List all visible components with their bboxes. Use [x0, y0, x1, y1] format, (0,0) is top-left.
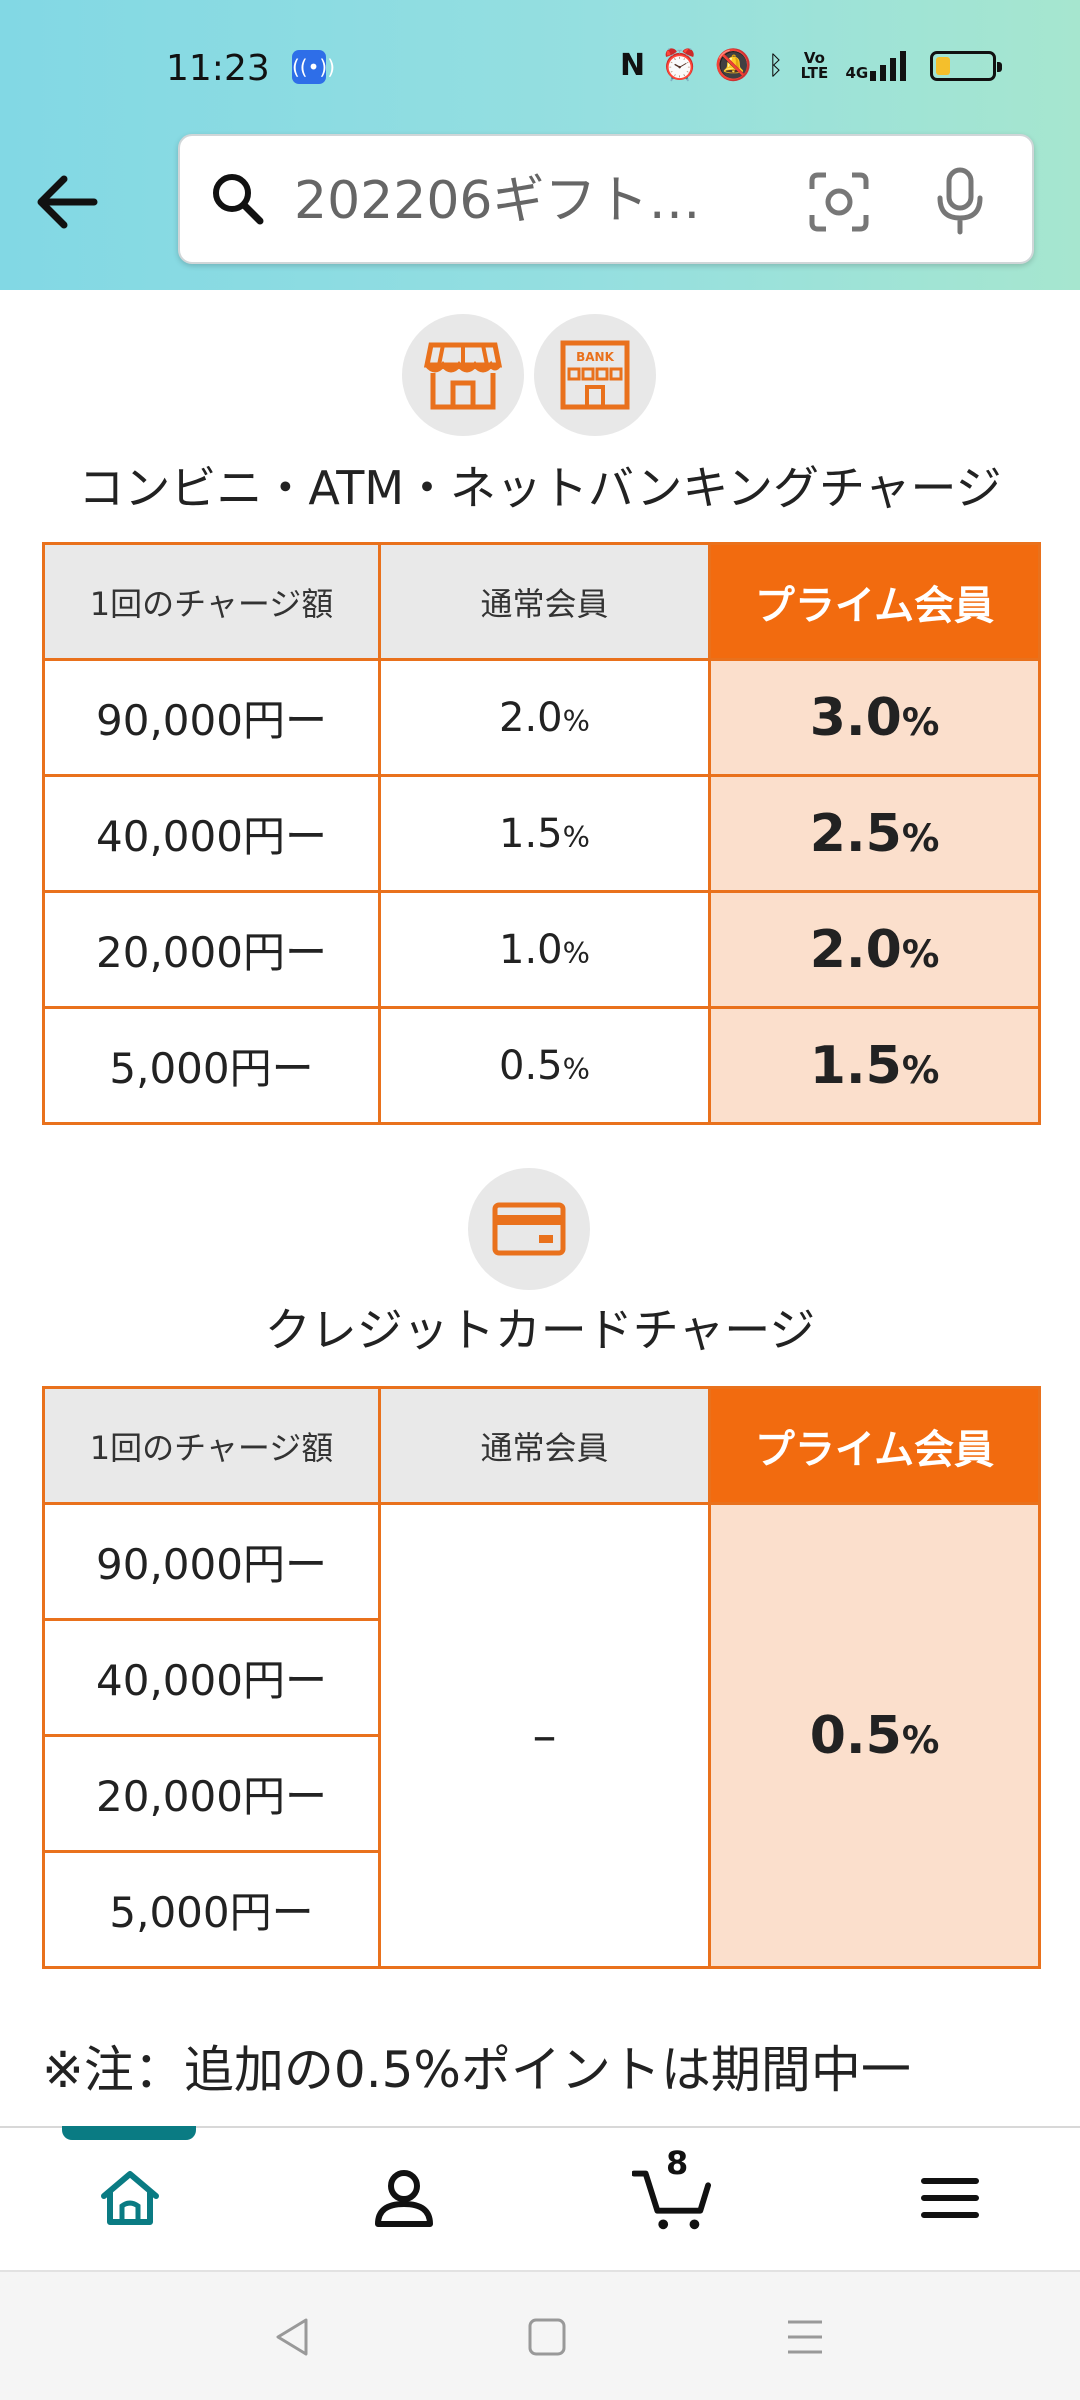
search-input[interactable]: 202206ギフト…: [294, 171, 701, 231]
regular-rate-cell: –: [378, 1502, 711, 1969]
section2-title: クレジットカードチャージ: [264, 1303, 816, 1357]
header-prime-member: プライム会員: [708, 1386, 1041, 1505]
battery-icon: [930, 50, 1003, 81]
amount-cell: 20,000円ー: [42, 890, 381, 1009]
table-row: 20,000円ー 1.0% 2.0%: [42, 890, 1041, 1009]
camera-scan-icon[interactable]: [808, 171, 870, 233]
amount-cell: 40,000円ー: [42, 1618, 381, 1737]
bank-label: BANK: [576, 350, 614, 364]
table-row: 90,000円ー 2.0% 3.0%: [42, 658, 1041, 777]
account-icon: [375, 2170, 433, 2227]
amount-cell: 90,000円ー: [42, 658, 381, 777]
credit-card-icon: [492, 1202, 566, 1256]
amount-cell: 40,000円ー: [42, 774, 381, 893]
search-bar[interactable]: 202206ギフト…: [178, 134, 1034, 264]
cart-count: 8: [666, 2144, 689, 2182]
regular-rate-cell: 2.0%: [378, 658, 711, 777]
header-charge-amount: 1回のチャージ額: [42, 1386, 381, 1505]
microphone-icon[interactable]: [932, 166, 988, 236]
system-home-icon[interactable]: [522, 2312, 572, 2362]
bottom-nav: 8: [0, 2126, 1080, 2270]
amount-cell: 20,000円ー: [42, 1734, 381, 1853]
nfc-icon: ((•)): [292, 50, 335, 84]
store-icon: [423, 342, 503, 410]
system-nav-bar: [0, 2270, 1080, 2400]
regular-rate-cell: 1.0%: [378, 890, 711, 1009]
table-header-row: 1回のチャージ額 通常会員 プライム会員: [42, 1386, 1041, 1505]
system-recents-icon[interactable]: [780, 2312, 830, 2362]
table-row: 90,000円ー – 0.5%: [42, 1502, 1041, 1969]
regular-rate-cell: 1.5%: [378, 774, 711, 893]
section2-table: 1回のチャージ額 通常会員 プライム会員 90,000円ー – 0.5% 40,…: [42, 1386, 1041, 1969]
table-row: 5,000円ー 0.5% 1.5%: [42, 1006, 1041, 1125]
battery-level: [936, 56, 950, 75]
volte-icon: Vo LTE: [800, 48, 829, 82]
header-charge-amount: 1回のチャージ額: [42, 542, 381, 661]
status-time: 11:23: [166, 48, 270, 89]
header-regular-member: 通常会員: [378, 1386, 711, 1505]
4g-signal-icon: 4G: [845, 50, 910, 82]
section1-table: 1回のチャージ額 通常会員 プライム会員 90,000円ー 2.0% 3.0% …: [42, 542, 1041, 1125]
amount-cell: 5,000円ー: [42, 1006, 381, 1125]
status-icons: N ⏰ 🔕 ᛒ Vo LTE 4G: [620, 48, 1003, 83]
bank-icon-circle: BANK: [534, 314, 656, 436]
cart-icon: [632, 2170, 712, 2230]
menu-icon: [921, 2178, 979, 2218]
credit-card-icon-circle: [468, 1168, 590, 1290]
table-row: 20,000円ー: [42, 1734, 1040, 1853]
back-arrow-icon: [37, 175, 98, 229]
mute-icon: 🔕: [714, 48, 752, 83]
active-tab-indicator: [62, 2126, 196, 2140]
table-row: 40,000円ー 1.5% 2.5%: [42, 774, 1041, 893]
nav-menu[interactable]: [910, 2158, 990, 2238]
note-text: ※注：追加の0.5%ポイントは期間中一: [42, 2041, 911, 2099]
prime-rate-cell: 0.5%: [708, 1502, 1041, 1969]
app-header: 11:23 ((•)) N ⏰ 🔕 ᛒ Vo LTE 4G 202206ギフト…: [0, 0, 1080, 290]
nav-home[interactable]: [90, 2158, 170, 2238]
status-bar: 11:23 ((•)) N ⏰ 🔕 ᛒ Vo LTE 4G: [0, 40, 1080, 100]
header-regular-member: 通常会員: [378, 542, 711, 661]
nav-account[interactable]: [364, 2158, 444, 2238]
table-header-row: 1回のチャージ額 通常会員 プライム会員: [42, 542, 1041, 661]
prime-rate-cell: 1.5%: [708, 1006, 1041, 1125]
alarm-icon: ⏰: [661, 48, 699, 83]
amount-cell: 5,000円ー: [42, 1850, 381, 1969]
regular-rate-cell: 0.5%: [378, 1006, 711, 1125]
bank-icon: BANK: [560, 340, 630, 410]
prime-rate-cell: 3.0%: [708, 658, 1041, 777]
search-icon[interactable]: [208, 169, 268, 229]
section1-title: コンビニ・ATM・ネットバンキングチャージ: [78, 461, 1002, 515]
prime-rate-cell: 2.5%: [708, 774, 1041, 893]
table-row: 40,000円ー: [42, 1618, 1040, 1737]
table-row: 5,000円ー: [42, 1850, 1040, 1969]
nav-cart[interactable]: 8: [632, 2144, 712, 2238]
store-icon-circle: [402, 314, 524, 436]
home-icon: [101, 2171, 159, 2225]
amount-cell: 90,000円ー: [42, 1502, 381, 1621]
back-button[interactable]: [30, 165, 104, 239]
net-type-label: 4G: [845, 63, 869, 82]
system-back-icon[interactable]: [268, 2312, 318, 2362]
header-prime-member: プライム会員: [708, 542, 1041, 661]
nfc-n-icon: N: [620, 48, 646, 83]
prime-rate-cell: 2.0%: [708, 890, 1041, 1009]
bluetooth-icon: ᛒ: [767, 50, 784, 81]
